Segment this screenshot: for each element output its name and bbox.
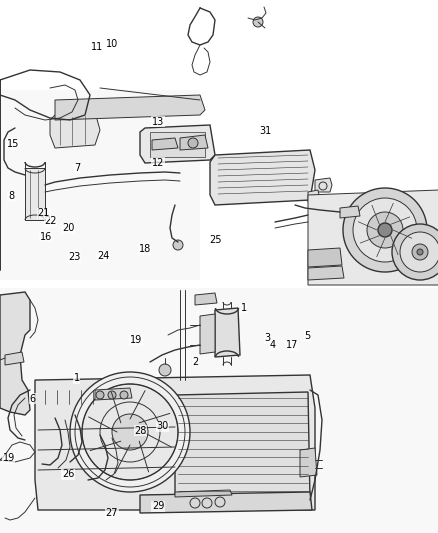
Text: 27: 27	[106, 508, 118, 518]
Text: 19: 19	[130, 335, 142, 345]
Text: 21: 21	[38, 208, 50, 218]
Polygon shape	[175, 392, 309, 503]
Text: 24: 24	[97, 251, 109, 261]
Polygon shape	[0, 90, 200, 280]
Text: 18: 18	[138, 245, 151, 254]
Text: 10: 10	[106, 39, 118, 49]
Polygon shape	[307, 190, 438, 285]
Polygon shape	[299, 448, 316, 477]
Text: 11: 11	[90, 42, 102, 52]
Polygon shape	[140, 125, 215, 163]
Polygon shape	[175, 490, 231, 497]
Circle shape	[120, 391, 128, 399]
Circle shape	[252, 17, 262, 27]
Text: 16: 16	[40, 232, 52, 241]
Circle shape	[82, 384, 177, 480]
Text: 29: 29	[152, 502, 164, 511]
Text: 8: 8	[8, 191, 14, 201]
Polygon shape	[55, 95, 205, 120]
Circle shape	[96, 391, 104, 399]
Polygon shape	[5, 352, 24, 365]
Polygon shape	[200, 314, 215, 354]
Text: 7: 7	[74, 163, 80, 173]
Text: 22: 22	[44, 216, 57, 226]
Polygon shape	[194, 293, 216, 305]
Polygon shape	[140, 492, 311, 513]
Text: 2: 2	[192, 358, 198, 367]
Polygon shape	[307, 190, 319, 202]
Polygon shape	[339, 206, 359, 218]
Circle shape	[411, 244, 427, 260]
Text: 28: 28	[134, 426, 146, 435]
Text: 19: 19	[3, 454, 15, 463]
Circle shape	[366, 212, 402, 248]
Circle shape	[416, 249, 422, 255]
Bar	[150, 132, 205, 157]
Text: 12: 12	[152, 158, 164, 167]
Polygon shape	[50, 112, 100, 148]
Text: 23: 23	[68, 252, 81, 262]
Text: 5: 5	[304, 331, 310, 341]
Circle shape	[173, 240, 183, 250]
Circle shape	[125, 427, 135, 437]
Text: 1: 1	[240, 303, 246, 313]
Polygon shape	[35, 375, 314, 510]
Text: 13: 13	[152, 117, 164, 126]
Text: 17: 17	[285, 341, 297, 350]
Polygon shape	[38, 388, 102, 406]
Polygon shape	[215, 308, 240, 357]
Circle shape	[187, 138, 198, 148]
Polygon shape	[307, 266, 343, 280]
Text: 30: 30	[156, 422, 168, 431]
Circle shape	[70, 372, 190, 492]
Circle shape	[108, 391, 116, 399]
Polygon shape	[95, 388, 132, 400]
Circle shape	[399, 232, 438, 272]
Polygon shape	[180, 135, 208, 150]
Circle shape	[112, 414, 148, 450]
Polygon shape	[0, 292, 30, 415]
Text: 1: 1	[74, 374, 80, 383]
Circle shape	[352, 198, 416, 262]
Polygon shape	[152, 138, 177, 150]
Text: 20: 20	[62, 223, 74, 233]
Polygon shape	[25, 168, 45, 220]
Text: 25: 25	[208, 235, 221, 245]
Polygon shape	[209, 150, 314, 205]
Text: 3: 3	[264, 334, 270, 343]
Text: 26: 26	[62, 470, 74, 479]
Text: 15: 15	[7, 139, 19, 149]
Circle shape	[159, 364, 171, 376]
Circle shape	[391, 224, 438, 280]
Text: 6: 6	[30, 394, 36, 403]
Circle shape	[342, 188, 426, 272]
Text: 31: 31	[259, 126, 271, 135]
Polygon shape	[314, 178, 331, 192]
Polygon shape	[0, 288, 438, 533]
Polygon shape	[307, 248, 341, 267]
Text: 4: 4	[268, 341, 275, 350]
Circle shape	[377, 223, 391, 237]
Circle shape	[118, 420, 141, 444]
